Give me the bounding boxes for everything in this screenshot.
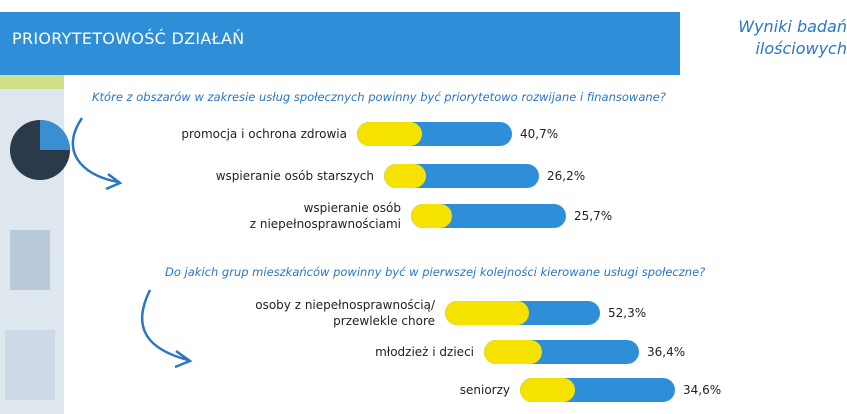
- bar: [357, 122, 422, 146]
- category-label: wspieranie osób starszych: [74, 168, 374, 184]
- category-label: młodzież i dzieci: [174, 344, 474, 360]
- slide: {"header": {"title": "PRIORYTETOWOŚĆ DZI…: [0, 0, 847, 414]
- side-chart: [10, 230, 50, 290]
- bar: [445, 301, 529, 325]
- category-label: seniorzy: [210, 382, 510, 398]
- bar-track: [484, 340, 639, 364]
- bar-track: [384, 164, 539, 188]
- bar: [484, 340, 542, 364]
- category-label: promocja i ochrona zdrowia: [47, 126, 347, 142]
- bar-track: [411, 204, 566, 228]
- bar-track: [445, 301, 600, 325]
- header-title: PRIORYTETOWOŚĆ DZIAŁAŃ: [12, 29, 244, 48]
- side-strip: [0, 75, 64, 89]
- bar-track: [520, 378, 675, 402]
- side-chart: [5, 330, 55, 400]
- value-label: 36,4%: [647, 345, 685, 359]
- question: Do jakich grup mieszkańców powinny być w…: [165, 265, 705, 279]
- value-label: 25,7%: [574, 209, 612, 223]
- value-label: 26,2%: [547, 169, 585, 183]
- category-label: wspieranie osób z niepełnosprawnościami: [101, 200, 401, 232]
- header-subtitle: Wyniki badań ilościowych: [690, 16, 847, 60]
- bar: [411, 204, 452, 228]
- value-label: 34,6%: [683, 383, 721, 397]
- bar-track: [357, 122, 512, 146]
- value-label: 40,7%: [520, 127, 558, 141]
- question: Które z obszarów w zakresie usług społec…: [92, 90, 666, 104]
- bar: [520, 378, 575, 402]
- bar: [384, 164, 426, 188]
- value-label: 52,3%: [608, 306, 646, 320]
- category-label: osoby z niepełnosprawnością/ przewlekle …: [135, 297, 435, 329]
